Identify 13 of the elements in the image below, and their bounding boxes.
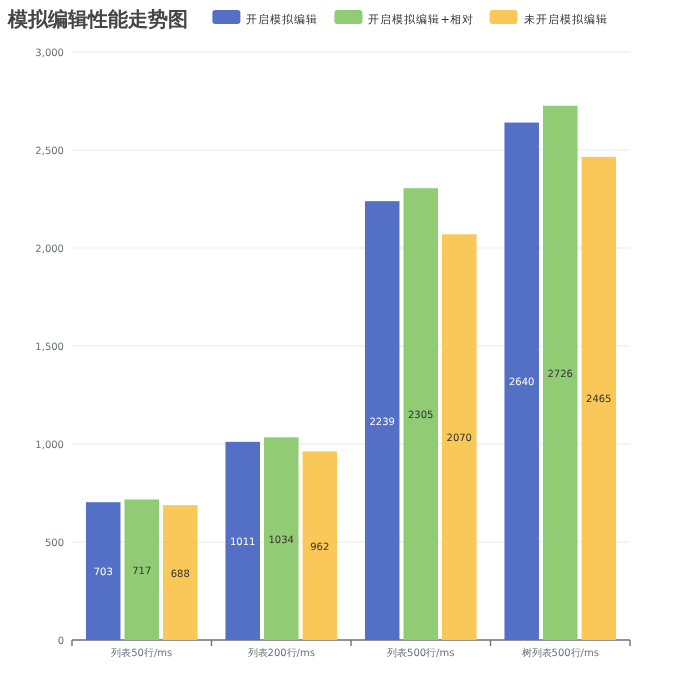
chart-title: 模拟编辑性能走势图: [6, 8, 188, 32]
bar: [504, 122, 539, 640]
bar: [542, 105, 578, 640]
bar: [163, 505, 198, 640]
bar: [124, 499, 160, 640]
bar: [225, 441, 260, 640]
bar: [302, 451, 338, 640]
bar: [581, 156, 617, 640]
bar: [442, 234, 477, 640]
bar: [263, 437, 299, 640]
bar: [364, 201, 400, 640]
bar: [403, 188, 439, 640]
bar: [85, 502, 121, 640]
